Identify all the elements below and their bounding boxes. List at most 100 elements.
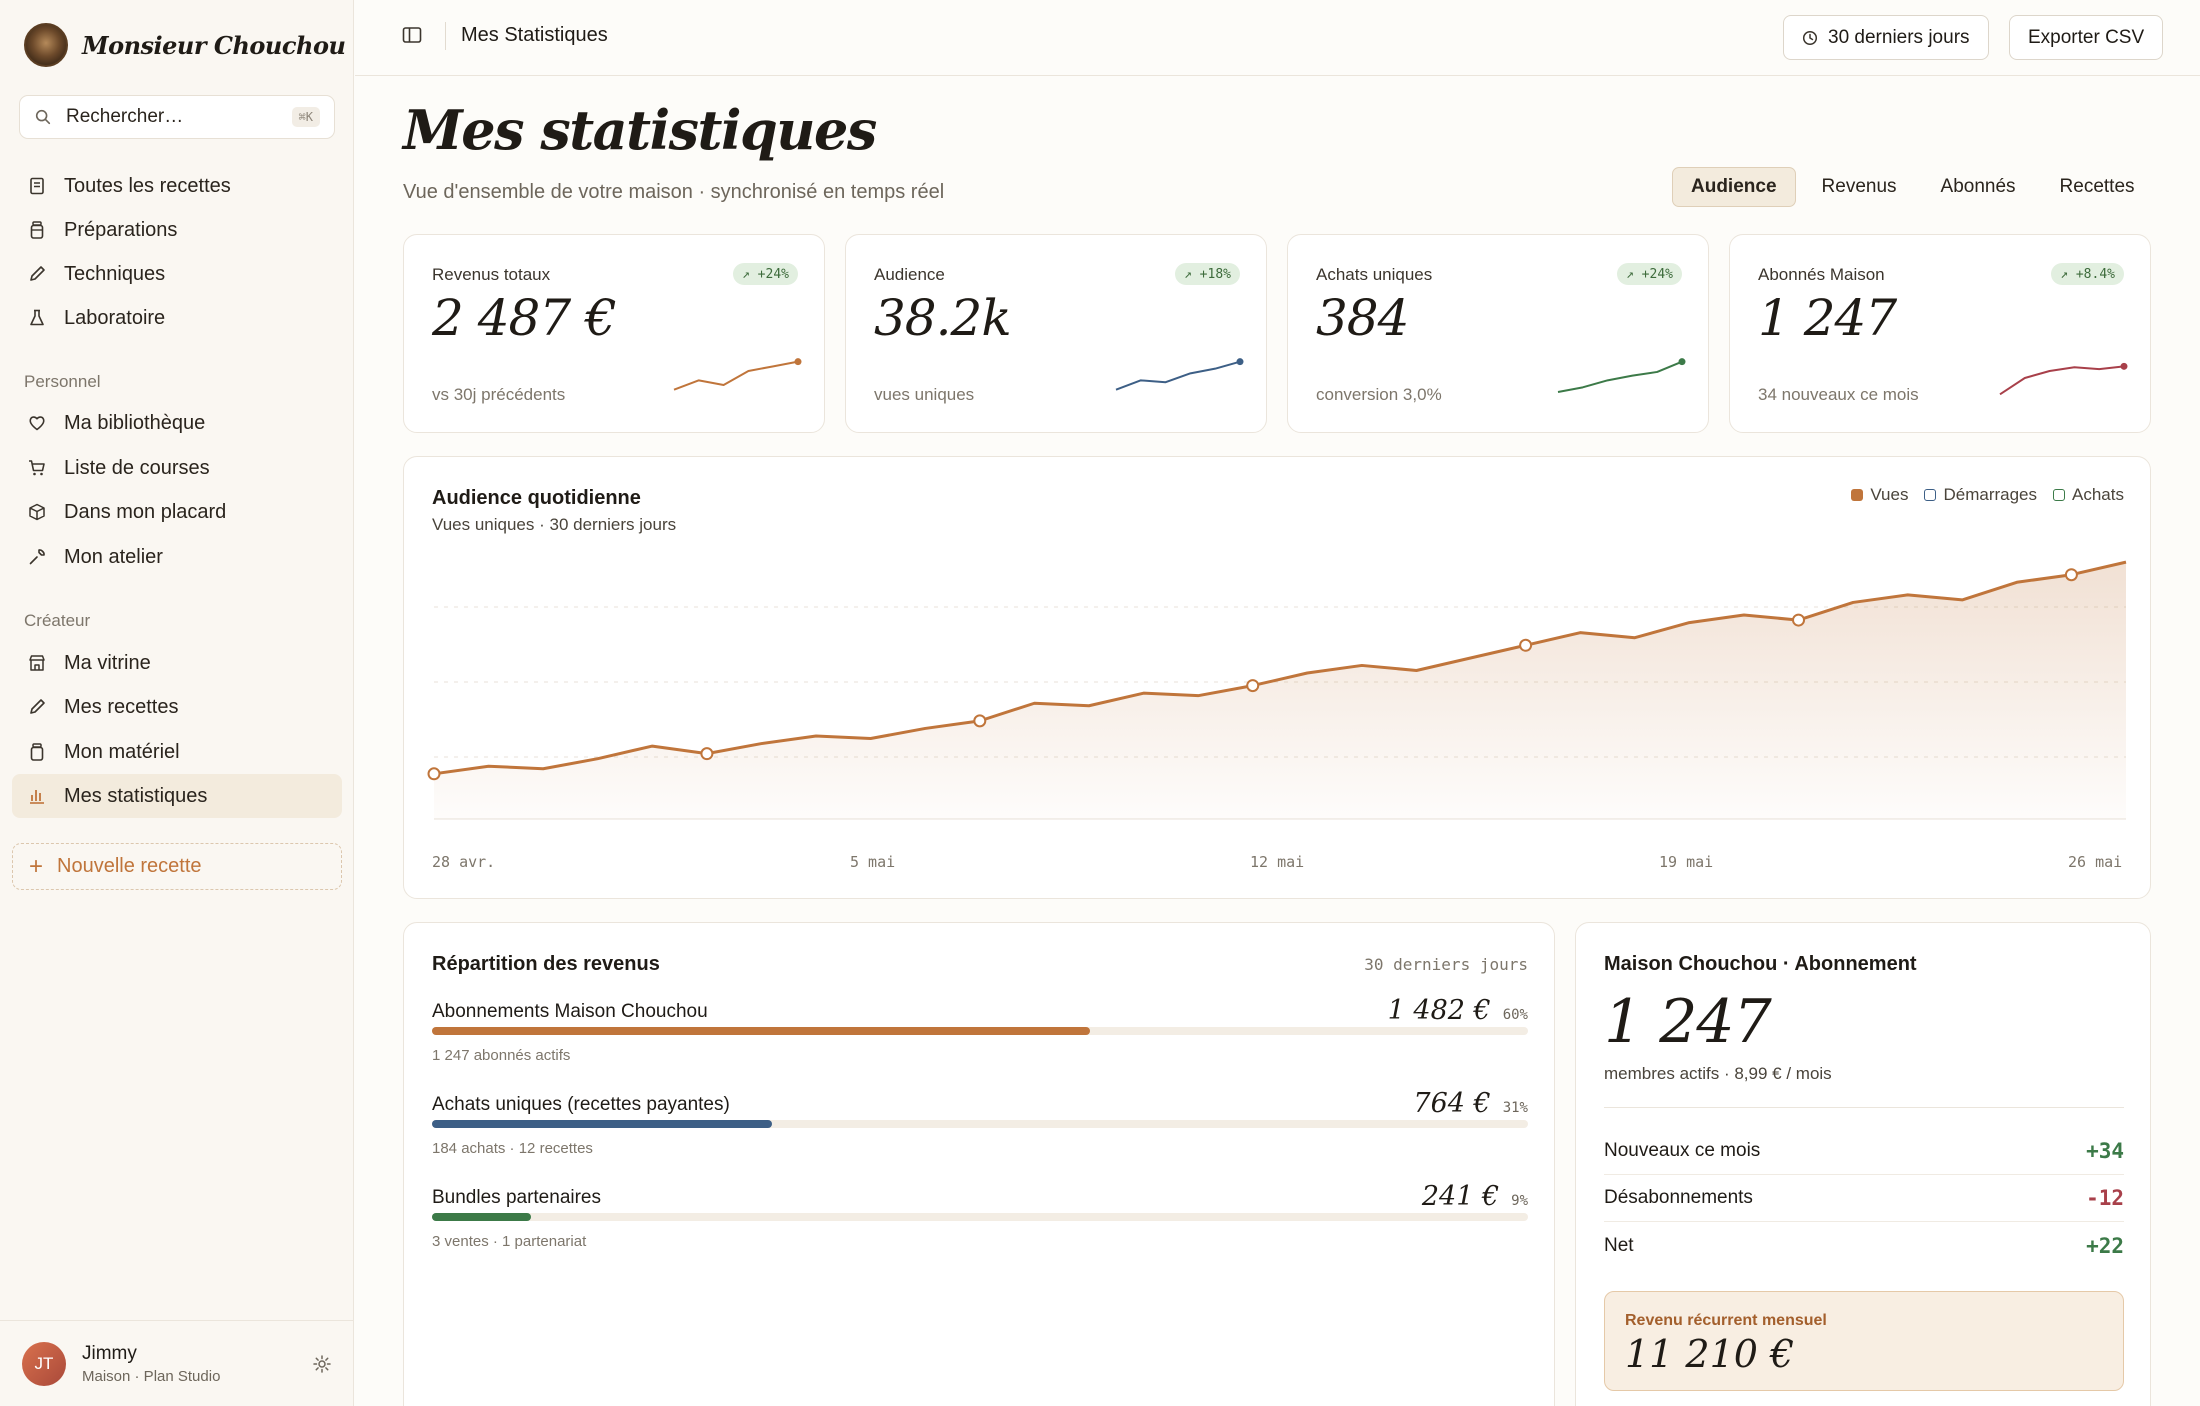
stat-value: +34 (2086, 1139, 2124, 1163)
legend-swatch (1851, 489, 1864, 501)
user-plan: Maison · Plan Studio (82, 1367, 221, 1385)
data-point (427, 767, 441, 781)
chart-legend: Vues Démarrages Achats (1835, 485, 2124, 505)
new-recipe-button[interactable]: + Nouvelle recette (12, 843, 342, 890)
sidebar-item-label: Toutes les recettes (64, 174, 231, 197)
revenue-note: 3 ventes · 1 partenariat (432, 1233, 587, 1250)
kpi-value: 2 487 € (432, 289, 617, 347)
revenue-bar (432, 1213, 531, 1221)
heart-icon (26, 412, 48, 434)
sidebar-item-dans-mon-placard[interactable]: Dans mon placard (12, 490, 342, 534)
pencil-icon (26, 696, 48, 718)
tab-abonnes[interactable]: Abonnés (1940, 176, 2016, 197)
trend-badge: ↗ +24% (733, 263, 798, 285)
sidebar-toggle-icon[interactable] (401, 24, 423, 46)
revenue-percent: 31% (1502, 1100, 1528, 1116)
data-point (1792, 613, 1806, 627)
sparkline (673, 358, 802, 391)
sidebar-item-mon-atelier[interactable]: Mon atelier (12, 535, 342, 579)
x-tick-label: 19 mai (1659, 853, 1714, 871)
sparkline-line (1557, 360, 1683, 393)
kpi-label: Revenus totaux (432, 265, 551, 284)
sidebar-item-toutes-les-recettes[interactable]: Toutes les recettes (12, 164, 342, 208)
trend-badge: ↗ +18% (1175, 263, 1240, 285)
page-breadcrumb: Mes Statistiques (461, 24, 608, 46)
sidebar-item-mes-statistiques[interactable]: Mes statistiques (12, 774, 342, 818)
subscriber-note: membres actifs · 8,99 € / mois (1604, 1064, 1832, 1083)
kpi-note: conversion 3,0% (1316, 385, 1442, 404)
sparkline (1999, 362, 2128, 396)
new-recipe-label: Nouvelle recette (57, 855, 202, 877)
revenue-breakdown-card: Répartition des revenus 30 derniers jour… (403, 922, 1555, 1406)
revenue-note: 184 achats · 12 recettes (432, 1140, 593, 1157)
cart-icon (26, 457, 48, 479)
revenue-amount: 1 482 € (1387, 995, 1491, 1026)
sparkline-line (1999, 365, 2125, 396)
legend-item-achats[interactable]: Achats (2053, 485, 2124, 505)
kpi-card-abonnes: Abonnés Maison ↗ +8.4% 1 247 34 nouveaux… (1729, 234, 2151, 433)
card-title: Maison Chouchou · Abonnement (1604, 953, 1917, 975)
sparkline-line (1115, 360, 1241, 391)
export-csv-button[interactable]: Exporter CSV (2009, 15, 2164, 60)
stat-row: Nouveaux ce mois +34 (1604, 1128, 2124, 1175)
sidebar-item-label: Ma bibliothèque (64, 411, 206, 434)
kpi-note: 34 nouveaux ce mois (1758, 385, 1919, 404)
settings-icon[interactable] (312, 1354, 332, 1374)
tab-revenus[interactable]: Revenus (1821, 176, 1897, 197)
page-title: Mes statistiques (403, 98, 877, 162)
kpi-value: 38.2k (874, 289, 1012, 347)
revenue-percent: 9% (1511, 1193, 1528, 1209)
sidebar-item-techniques[interactable]: Techniques (12, 252, 342, 296)
sidebar-item-liste-de-courses[interactable]: Liste de courses (12, 446, 342, 490)
search-input[interactable]: Rechercher… ⌘K (19, 95, 335, 139)
section-label-personnel: Personnel (24, 372, 101, 391)
flask-icon (26, 307, 48, 329)
sparkline (1557, 358, 1686, 393)
revenue-bar (432, 1120, 772, 1128)
date-range-button[interactable]: 30 derniers jours (1783, 15, 1989, 60)
sidebar-item-label: Mes recettes (64, 695, 179, 718)
x-tick-label: 12 mai (1250, 853, 1305, 871)
revenue-label: Abonnements Maison Chouchou (432, 1001, 708, 1022)
search-shortcut: ⌘K (291, 107, 320, 127)
jar-icon (26, 219, 48, 241)
divider (1604, 1107, 2124, 1108)
pencil-icon (26, 263, 48, 285)
data-point (2064, 568, 2078, 582)
revenue-bar-track (432, 1027, 1528, 1035)
audience-chart (427, 560, 2127, 820)
chart-subtitle: Vues uniques · 30 derniers jours (432, 515, 677, 534)
sidebar-item-mon-materiel[interactable]: Mon matériel (12, 730, 342, 774)
brand[interactable]: Monsieur Chouchou (24, 22, 346, 68)
sparkline-line (673, 360, 799, 391)
revenue-label: Achats uniques (recettes payantes) (432, 1094, 730, 1115)
sidebar-item-label: Mon matériel (64, 740, 180, 763)
range-label: 30 derniers jours (1364, 955, 1528, 974)
sidebar-item-ma-vitrine[interactable]: Ma vitrine (12, 641, 342, 685)
legend-swatch (1924, 489, 1937, 501)
stat-row: Net +22 (1604, 1222, 2124, 1269)
sparkline-endpoint (2120, 362, 2128, 370)
tab-recettes[interactable]: Recettes (2059, 176, 2135, 197)
data-point (700, 747, 714, 761)
data-point (1519, 638, 1533, 652)
legend-item-demarrages[interactable]: Démarrages (1924, 485, 2037, 505)
mrr-value: 11 210 € (1625, 1332, 1795, 1376)
sidebar-item-label: Laboratoire (64, 306, 166, 329)
sidebar-item-ma-bibliotheque[interactable]: Ma bibliothèque (12, 401, 342, 445)
legend-item-vues[interactable]: Vues (1851, 485, 1908, 505)
audience-chart-card: Audience quotidienne Vues uniques · 30 d… (403, 456, 2151, 899)
sidebar-item-preparations[interactable]: Préparations (12, 208, 342, 252)
subscription-card: Maison Chouchou · Abonnement 1 247 membr… (1575, 922, 2151, 1406)
sidebar-item-laboratoire[interactable]: Laboratoire (12, 296, 342, 340)
sidebar-item-label: Techniques (64, 262, 166, 285)
sparkline-endpoint (1678, 358, 1686, 366)
subscriber-count: 1 247 (1604, 987, 1772, 1057)
tab-audience[interactable]: Audience (1672, 167, 1796, 207)
user-profile[interactable]: JT Jimmy Maison · Plan Studio (0, 1320, 354, 1406)
stat-value: -12 (2086, 1186, 2124, 1210)
sidebar-item-label: Mes statistiques (64, 784, 208, 807)
sidebar-item-label: Liste de courses (64, 456, 210, 479)
revenue-amount: 241 € (1421, 1181, 1500, 1212)
sidebar-item-mes-recettes[interactable]: Mes recettes (12, 685, 342, 729)
